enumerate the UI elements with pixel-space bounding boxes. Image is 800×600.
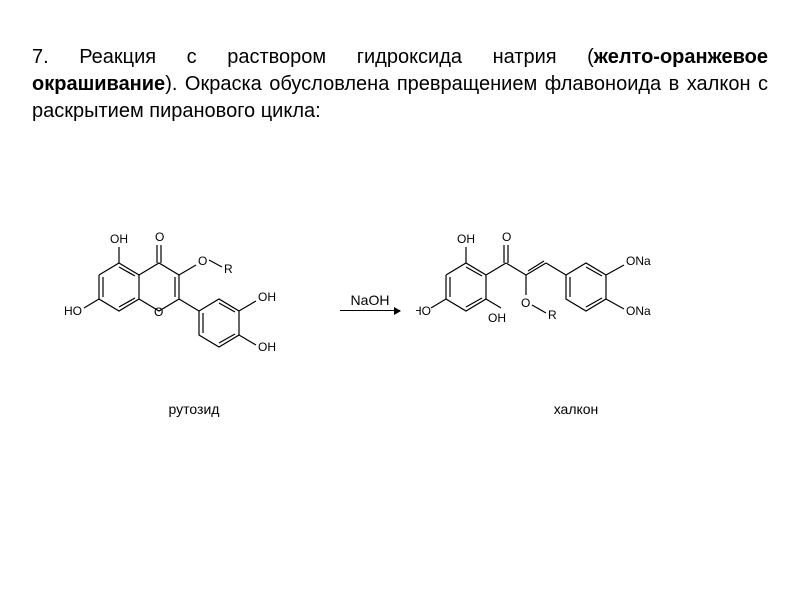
atom-oh-top: OH xyxy=(110,232,128,246)
p-oh-top: OH xyxy=(457,232,475,246)
product-label: халкон xyxy=(554,401,599,417)
p-or-r: R xyxy=(548,308,557,322)
p-oh-a: OH xyxy=(488,311,506,325)
arrow-line xyxy=(340,310,400,311)
reactant-structure: O O OH HO O R OH xyxy=(64,185,324,395)
reactant-label: рутозид xyxy=(169,401,220,417)
p-ho-left: HO xyxy=(416,304,431,318)
description-paragraph: 7. Реакция с раствором гидроксида натрия… xyxy=(32,44,768,125)
reaction-scheme: O O OH HO O R OH xyxy=(32,185,768,417)
p-ona1: ONa xyxy=(626,254,651,268)
p-ona2: ONa xyxy=(626,304,651,318)
atom-ring-oxygen: O xyxy=(154,305,163,319)
product-molecule: OH HO OH O O R xyxy=(416,185,736,417)
p-or-o: O xyxy=(521,296,530,310)
product-structure: OH HO OH O O R xyxy=(416,185,736,395)
atom-or-r: R xyxy=(224,262,233,276)
atom-b-oh2: OH xyxy=(258,340,276,354)
p-ketone-o: O xyxy=(502,230,511,244)
atom-or-o: O xyxy=(198,254,207,268)
atom-ketone-o: O xyxy=(155,230,164,244)
atom-b-oh1: OH xyxy=(258,290,276,304)
reactant-molecule: O O OH HO O R OH xyxy=(64,185,324,417)
atom-ho-left: HO xyxy=(64,304,82,318)
reagent-label: NaOH xyxy=(351,292,390,308)
reaction-arrow: NaOH xyxy=(340,292,400,311)
para-lead: 7. Реакция с раствором гидроксида натрия… xyxy=(32,46,594,68)
